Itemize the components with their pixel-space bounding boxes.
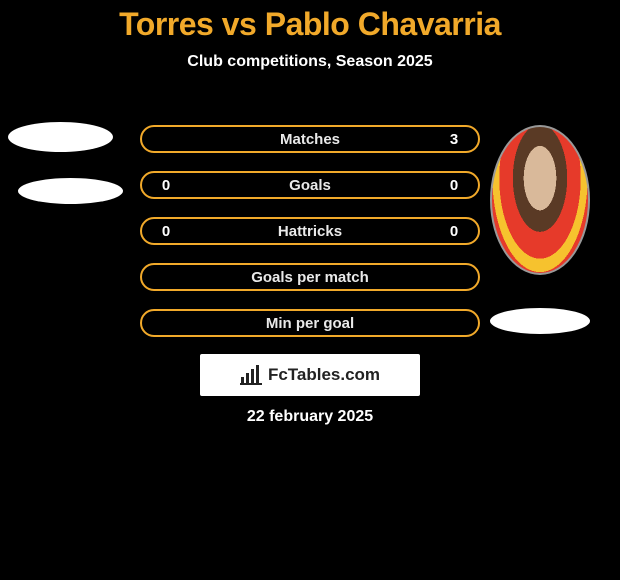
stat-label: Matches — [176, 131, 444, 148]
player-right-placeholder — [490, 308, 590, 334]
stat-row: Min per goal — [140, 309, 480, 337]
comparison-title: Torres vs Pablo Chavarria — [0, 0, 620, 43]
stat-label: Hattricks — [176, 223, 444, 240]
stat-label: Min per goal — [176, 315, 444, 332]
stat-label: Goals per match — [176, 269, 444, 286]
watermark-text: FcTables.com — [268, 365, 380, 385]
stat-row: 0 Hattricks 0 — [140, 217, 480, 245]
stat-left-value: 0 — [156, 223, 176, 240]
stat-right-value: 3 — [444, 131, 464, 148]
stat-label: Goals — [176, 177, 444, 194]
stat-right-value: 0 — [444, 177, 464, 194]
player-left-placeholder — [8, 122, 113, 152]
player-right-photo — [490, 125, 590, 275]
bar-chart-icon — [240, 365, 262, 385]
stats-table: Matches 3 0 Goals 0 0 Hattricks 0 Goals … — [140, 125, 480, 355]
stat-row: 0 Goals 0 — [140, 171, 480, 199]
stat-right-value: 0 — [444, 223, 464, 240]
stat-row: Matches 3 — [140, 125, 480, 153]
comparison-date: 22 february 2025 — [0, 408, 620, 426]
player-left-placeholder — [18, 178, 123, 204]
stat-left-value: 0 — [156, 177, 176, 194]
watermark: FcTables.com — [200, 354, 420, 396]
comparison-subtitle: Club competitions, Season 2025 — [0, 53, 620, 71]
stat-row: Goals per match — [140, 263, 480, 291]
